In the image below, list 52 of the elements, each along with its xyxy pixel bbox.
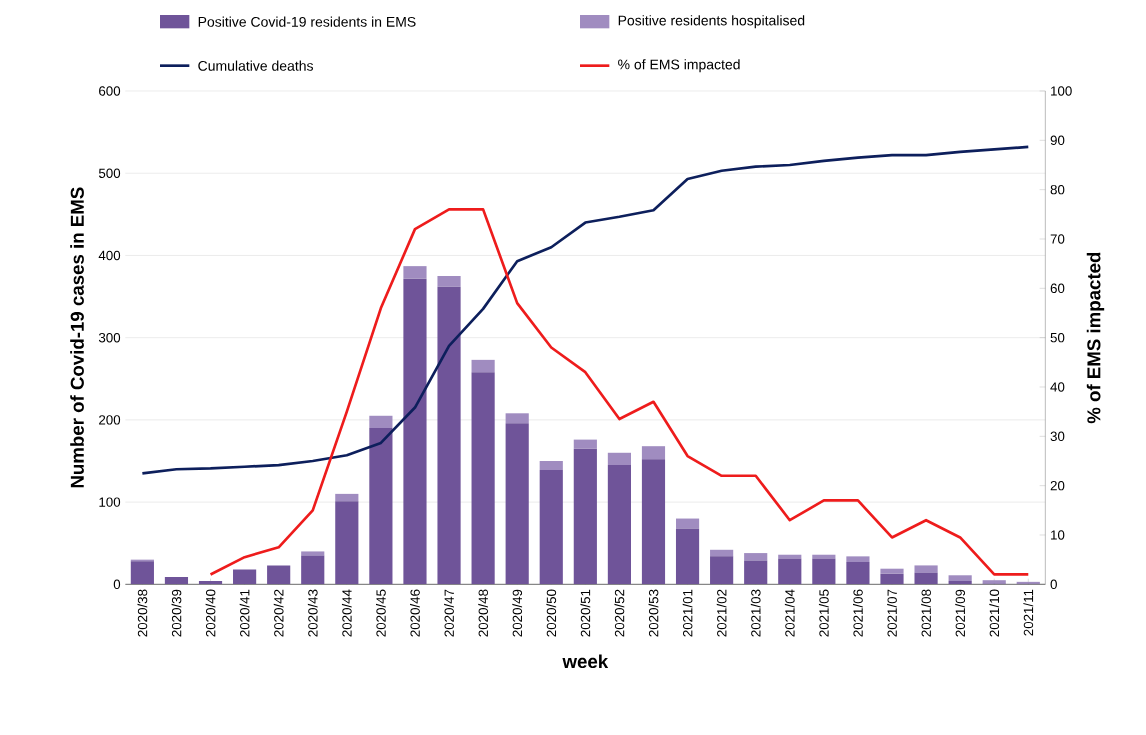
y-tick-label: 500 (98, 168, 121, 178)
x-tick-label: 2021/07 (887, 589, 897, 637)
x-tick-label: 2021/09 (955, 589, 966, 637)
legend-label: Cumulative deaths (198, 60, 314, 71)
legend-label: Positive Covid-19 residents in EMS (198, 16, 416, 27)
y2-tick-label: 50 (1050, 332, 1065, 343)
x-tick-label: 2020/50 (546, 589, 557, 637)
y2-tick-label: 30 (1050, 431, 1065, 442)
x-tick-label: 2020/42 (273, 589, 284, 637)
y2-tick-label: 100 (1051, 86, 1072, 96)
legend-label: % of EMS impacted (618, 59, 740, 73)
x-tick-label: 2021/10 (989, 589, 1000, 637)
x-tick-label: 2020/51 (580, 589, 591, 637)
x-tick-label: 2021/06 (853, 589, 863, 637)
y-axis-title: Number of Covid-19 cases in EMS (70, 187, 84, 488)
y2-tick-label: 0 (1050, 579, 1057, 590)
x-tick-label: 2020/45 (376, 589, 386, 637)
y2-tick-label: 60 (1050, 283, 1065, 294)
x-axis-title: week (562, 654, 609, 669)
x-tick-label: 2021/08 (921, 589, 931, 637)
y-tick-label: 300 (98, 332, 121, 343)
x-tick-label: 2020/53 (648, 589, 659, 637)
x-tick-label: 2021/01 (682, 589, 693, 637)
x-tick-label: 2020/39 (171, 589, 182, 637)
y2-tick-label: 80 (1050, 184, 1065, 195)
y2-tick-label: 90 (1050, 135, 1065, 146)
x-tick-label: 2020/41 (239, 589, 250, 637)
x-tick-label: 2020/44 (341, 589, 352, 637)
x-tick-label: 2021/03 (750, 589, 761, 637)
x-tick-label: 2021/04 (784, 589, 795, 637)
legend-label: Positive residents hospitalised (618, 15, 805, 29)
x-tick-label: 2020/40 (205, 589, 216, 637)
x-tick-label: 2020/49 (512, 589, 523, 637)
x-tick-label: 2021/05 (818, 589, 829, 637)
x-tick-label: 2021/02 (716, 589, 727, 637)
x-tick-label: 2020/43 (307, 589, 318, 637)
y2-tick-label: 20 (1050, 480, 1065, 491)
y-tick-label: 600 (99, 86, 121, 96)
y2-axis-title: % of EMS impacted (1086, 252, 1105, 424)
x-tick-label: 2020/52 (614, 589, 625, 637)
x-tick-label: 2020/46 (410, 589, 420, 637)
y-tick-label: 0 (113, 579, 121, 590)
x-tick-label: 2020/48 (478, 589, 489, 637)
y-tick-label: 100 (99, 497, 121, 507)
x-tick-label: 2020/38 (137, 589, 148, 637)
y-tick-label: 400 (98, 250, 121, 261)
x-tick-label: 2021/11 (1023, 589, 1034, 636)
x-tick-label: 2020/47 (444, 589, 454, 637)
y2-tick-label: 40 (1050, 382, 1065, 392)
y2-tick-label: 10 (1051, 530, 1065, 540)
y-tick-label: 200 (99, 415, 121, 425)
y2-tick-label: 70 (1050, 234, 1065, 244)
